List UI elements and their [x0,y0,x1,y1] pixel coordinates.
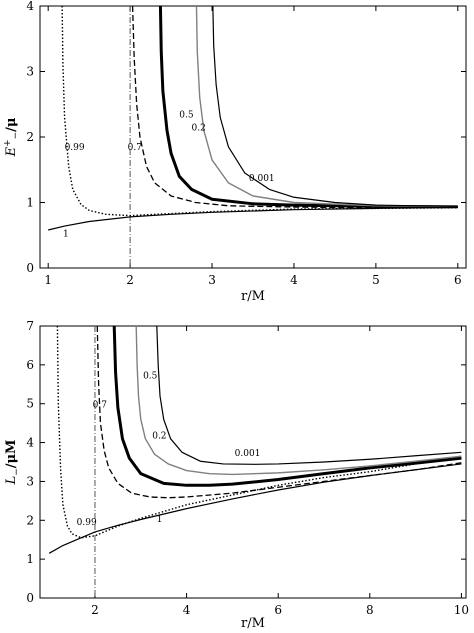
curve-1 [48,206,458,231]
curve-0-5 [112,326,462,487]
y-tick-label: 3 [26,65,34,79]
curve-0-99 [56,326,462,539]
curve-0-001 [156,326,462,465]
label-group: 0.99 0.7 0.5 0.2 0.001 1 [77,371,261,527]
x-tick-label: 2 [126,273,134,287]
y-tick-label: 4 [26,436,34,450]
x-tick-label: 5 [372,273,380,287]
curve-0-5 [158,6,458,209]
y-tick-label: 0 [26,591,34,605]
curve-annotation: 0.7 [93,401,108,411]
curve-group [48,6,458,268]
curve-0-7 [96,326,462,499]
x-axis-label: r/M [241,616,265,631]
curve-annotation: 1 [157,515,163,525]
x-tick-label: 3 [208,273,216,287]
angular-momentum-plot: 2 4 6 8 10 0 1 2 3 4 5 6 7 0.99 0.7 0.5 0.2 0.001 1 r/M L… [4,319,469,631]
curve-annotation: 0.001 [235,449,261,459]
x-tick-label: 4 [183,603,191,617]
x-tick-label: 6 [274,603,282,617]
curve-annotation: 1 [63,230,69,240]
x-axis-label: r/M [241,289,265,304]
y-tick-label: 1 [26,552,34,566]
x-tick-label: 2 [91,603,99,617]
curve-annotation: 0.2 [192,123,206,133]
plot-frame [39,5,467,269]
curve-0-99 [61,6,458,217]
y-tick-label: 6 [26,358,34,372]
curve-annotation: 0.001 [249,174,275,184]
curve-annotation: 0.2 [152,432,166,442]
y-tick-label: 2 [26,130,34,144]
curve-group [48,326,462,598]
y-tick-label: 4 [26,0,34,13]
curve-annotation: 0.5 [179,110,194,120]
y-tick-label: 7 [26,319,34,333]
x-tick-label: 4 [290,273,298,287]
y-tick-label: 3 [26,474,34,488]
curve-1 [48,463,462,554]
x-tick-label: 8 [366,603,374,617]
curve-annotation: 0.99 [65,143,85,153]
label-group: 0.99 0.7 0.5 0.2 0.001 1 [63,110,275,239]
curve-0-7 [131,6,458,209]
curve-0-001 [212,6,458,208]
x-tick-label: 6 [454,273,462,287]
y-tick-label: 1 [26,196,34,210]
plot-frame [39,325,467,599]
curve-0-2 [195,6,458,208]
curve-annotation: 0.7 [128,143,143,153]
curve-0-2 [135,326,462,476]
y-axis-label: E+−/μ [3,117,21,157]
curve-annotation: 0.5 [143,371,158,381]
y-tick-label: 2 [26,513,34,527]
x-tick-label: 10 [454,603,469,617]
y-tick-label: 5 [26,397,34,411]
tick-group: 2 4 6 8 10 0 1 2 3 4 5 6 7 [26,319,469,617]
curve-annotation: 0.99 [77,518,97,528]
x-tick-label: 1 [44,273,52,287]
y-axis-label: L−/μM [4,440,22,486]
y-tick-label: 0 [26,261,34,275]
